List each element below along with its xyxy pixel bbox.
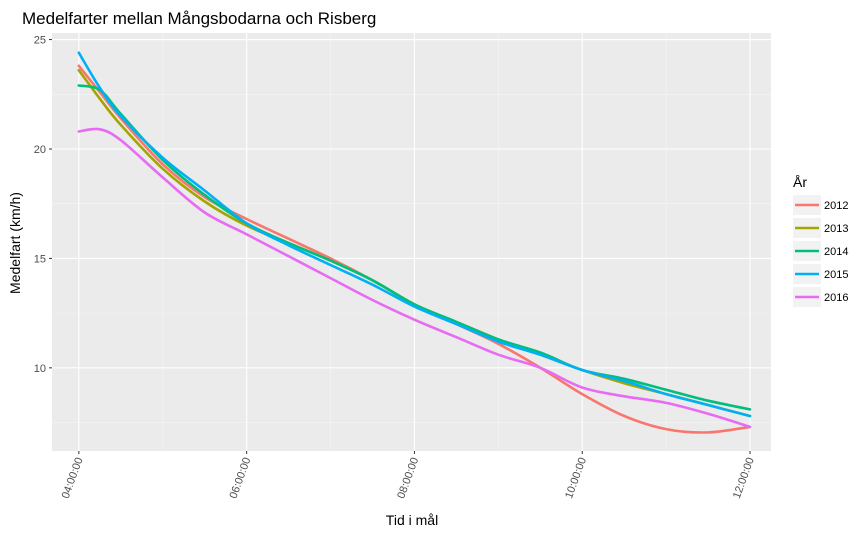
legend-title: År <box>793 174 807 190</box>
y-tick-label: 10 <box>34 363 46 375</box>
y-tick-label: 20 <box>34 144 46 156</box>
series-line-2016 <box>77 127 752 429</box>
legend-label-2014: 2014 <box>824 246 848 258</box>
y-axis-title: Medelfart (km/h) <box>7 192 23 294</box>
y-tick-label: 15 <box>34 253 46 265</box>
plot-panel <box>52 33 771 451</box>
chart-title: Medelfarter mellan Mångsbodarna och Risb… <box>22 9 376 28</box>
legend-label-2012: 2012 <box>824 200 848 212</box>
series-lines <box>77 51 752 434</box>
major-gridlines <box>52 33 771 451</box>
series-line-2015 <box>77 51 752 418</box>
x-axis-title: Tid i mål <box>386 512 438 528</box>
x-tick-label: 04:00:00 <box>60 456 86 500</box>
legend-label-2015: 2015 <box>824 269 848 281</box>
x-tick-label: 12:00:00 <box>731 456 757 500</box>
x-axis: 04:00:00 06:00:00 08:00:00 10:00:00 12:00:00 <box>60 451 757 500</box>
minor-gridlines <box>52 33 771 451</box>
series-line-2014 <box>77 84 752 411</box>
y-axis: 10 15 20 25 <box>34 35 52 375</box>
x-tick-label: 08:00:00 <box>395 456 421 500</box>
legend-label-2016: 2016 <box>824 292 848 304</box>
legend-label-2013: 2013 <box>824 223 848 235</box>
y-tick-label: 25 <box>34 35 46 47</box>
x-tick-label: 10:00:00 <box>563 456 589 500</box>
x-tick-label: 06:00:00 <box>228 456 254 500</box>
legend: År 2012 2013 2014 2015 2016 <box>793 174 848 307</box>
